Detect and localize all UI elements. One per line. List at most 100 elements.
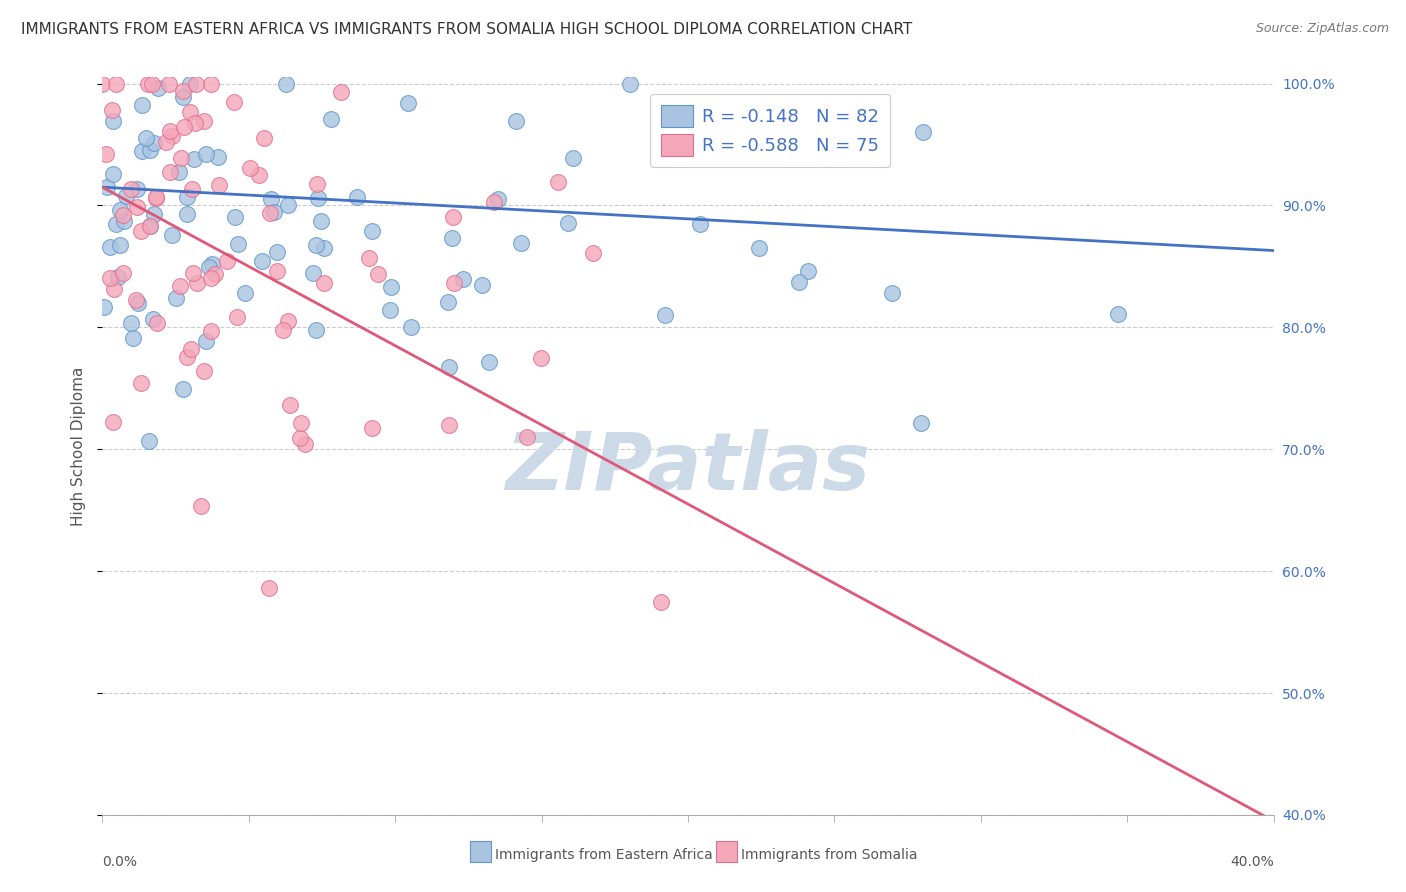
Point [451,272,474,286]
Text: IMMIGRANTS FROM EASTERN AFRICA VS IMMIGRANTS FROM SOMALIA HIGH SCHOOL DIPLOMA CO: IMMIGRANTS FROM EASTERN AFRICA VS IMMIGR… [21,22,912,37]
Point [787,276,810,290]
Point [183,116,205,130]
Point [138,434,160,448]
Point [143,136,166,150]
Text: 0.0%: 0.0% [103,855,138,869]
Point [257,581,280,595]
Text: ZIPatlas: ZIPatlas [506,429,870,508]
Point [195,147,218,161]
Point [207,150,229,164]
Point [226,237,249,252]
Point [312,277,335,291]
Point [357,251,380,265]
Point [796,264,818,278]
Point [138,219,160,234]
Point [110,238,132,252]
Point [215,253,238,268]
Point [437,359,460,374]
Point [139,219,162,233]
Point [225,310,247,324]
Point [222,95,245,109]
Point [486,192,509,206]
Point [96,180,118,194]
Point [125,293,148,307]
Point [179,104,201,119]
Point [146,316,169,330]
Point [127,182,149,196]
Point [274,77,297,91]
Text: 40.0%: 40.0% [1230,855,1274,869]
Point [198,260,221,274]
Point [142,311,165,326]
Point [172,382,194,396]
Legend: R = -0.148   N = 82, R = -0.588   N = 75: R = -0.148 N = 82, R = -0.588 N = 75 [650,94,890,167]
Point [301,266,323,280]
Point [748,241,770,255]
Point [184,77,207,91]
Point [127,295,149,310]
Point [169,165,191,179]
Point [396,95,419,110]
Point [94,147,117,161]
Point [157,77,180,91]
Point [155,135,177,149]
Point [437,418,460,433]
Point [176,190,198,204]
Point [208,178,231,192]
Point [437,294,460,309]
Point [172,84,194,98]
Point [311,214,333,228]
Point [367,268,389,282]
Point [145,191,167,205]
Point [110,202,132,217]
Point [312,241,335,255]
Point [200,77,222,91]
Point [138,144,160,158]
Bar [716,841,737,863]
Text: Immigrants from Eastern Africa: Immigrants from Eastern Africa [495,848,713,863]
Point [200,271,222,285]
Point [103,168,125,182]
Point [179,77,201,91]
Point [263,204,285,219]
Point [194,334,217,348]
Point [224,210,246,224]
Point [252,254,274,268]
Point [107,270,129,285]
Point [145,189,167,203]
Point [111,266,134,280]
Point [201,256,224,270]
Point [482,195,505,210]
Point [121,331,143,345]
Point [294,437,316,451]
Point [101,114,124,128]
Point [912,125,935,139]
Point [266,263,288,277]
Point [146,81,169,95]
Point [159,124,181,138]
Point [910,416,932,430]
Point [471,278,494,293]
Point [105,217,128,231]
Point [141,77,163,91]
Bar [470,841,491,863]
Point [127,200,149,214]
Point [131,144,153,158]
Point [443,211,465,225]
Point [170,152,193,166]
Point [181,182,204,196]
Point [101,415,124,429]
Point [98,271,121,285]
Point [557,216,579,230]
Point [165,291,187,305]
Point [100,239,122,253]
Point [136,77,159,91]
Point [193,364,215,378]
Point [204,268,226,282]
Point [509,235,531,250]
Point [200,324,222,338]
Point [162,128,184,143]
Point [266,244,288,259]
Point [101,103,124,118]
Point [361,421,384,435]
